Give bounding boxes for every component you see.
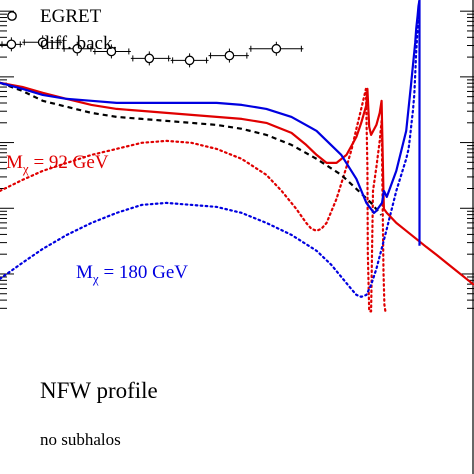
legend-egret-label: EGRET (40, 6, 102, 27)
annotation-mass-180: Mχ = 180 GeV (76, 262, 188, 286)
egret-point (72, 43, 83, 54)
legend-egret-marker (7, 11, 17, 21)
annotation-mass-180-m: M (76, 262, 93, 283)
egret-point (224, 50, 235, 61)
curve-signal-180-GeV (0, 0, 421, 298)
annotation-mass-180-rest: = 180 GeV (99, 262, 189, 283)
annotation-profile: NFW profile (40, 378, 158, 403)
egret-point (271, 43, 282, 54)
annotation-mass-92-sub: χ (22, 161, 29, 176)
egret-point (144, 53, 155, 64)
egret-points (0, 35, 304, 68)
egret-point (184, 55, 195, 66)
annotation-mass-180-sub: χ (92, 271, 99, 286)
egret-point (6, 39, 17, 50)
annotation-mass-92-m: M (6, 152, 23, 173)
annotation-mass-92-rest: = 92 GeV (29, 152, 109, 173)
legend-diffuse-label: diff. back. (40, 33, 117, 54)
annotation-mass-92: Mχ = 92 GeV (6, 152, 109, 176)
legend: EGRET diff. back. (7, 6, 117, 54)
annotation-subhalos: no subhalos (40, 430, 121, 449)
curve-diffuse-background (0, 81, 382, 216)
curve-total-180-GeV (0, 0, 421, 246)
chart-curves (0, 0, 474, 313)
egret-point (106, 46, 117, 57)
egret-point (37, 37, 48, 48)
curve-total-92-GeV (0, 81, 474, 286)
